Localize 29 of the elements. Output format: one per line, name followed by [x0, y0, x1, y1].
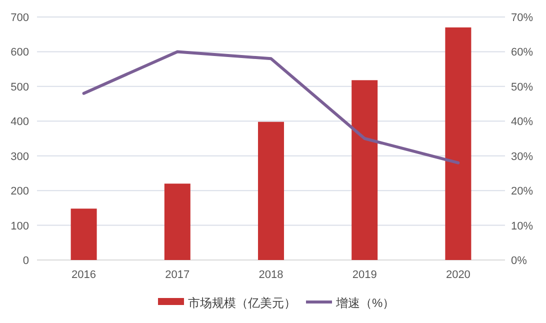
y2-tick-label: 60% — [511, 46, 534, 59]
legend-label: 增速（%） — [335, 296, 395, 310]
x-tick-label: 2018 — [258, 269, 284, 281]
x-tick-label: 2019 — [352, 269, 377, 281]
y-tick-label: 400 — [10, 116, 29, 128]
y-tick-label: 700 — [10, 12, 29, 24]
y-tick-label: 600 — [10, 46, 29, 59]
y2-tick-label: 30% — [511, 150, 534, 163]
y-tick-label: 300 — [10, 150, 29, 163]
y-tick-label: 500 — [10, 81, 29, 94]
y2-tick-label: 70% — [511, 12, 534, 24]
y2-tick-label: 50% — [511, 81, 534, 94]
bar — [258, 122, 284, 260]
bar — [70, 208, 97, 260]
legend-label: 市场规模（亿美元） — [188, 296, 296, 310]
y-tick-label: 0 — [22, 255, 29, 267]
line-series — [82, 50, 460, 164]
x-tick-label: 2016 — [72, 269, 96, 281]
x-tick-label: 2020 — [446, 269, 470, 281]
y-tick-label: 100 — [10, 220, 29, 232]
y2-tick-label: 0% — [511, 255, 528, 267]
x-tick-label: 2017 — [165, 269, 190, 281]
y2-tick-label: 40% — [511, 116, 534, 128]
y2-tick-label: 10% — [511, 220, 534, 232]
bar — [445, 27, 472, 260]
y2-tick-label: 20% — [511, 186, 534, 198]
bar — [164, 184, 190, 260]
bar — [352, 80, 378, 260]
y-tick-label: 200 — [10, 186, 29, 198]
